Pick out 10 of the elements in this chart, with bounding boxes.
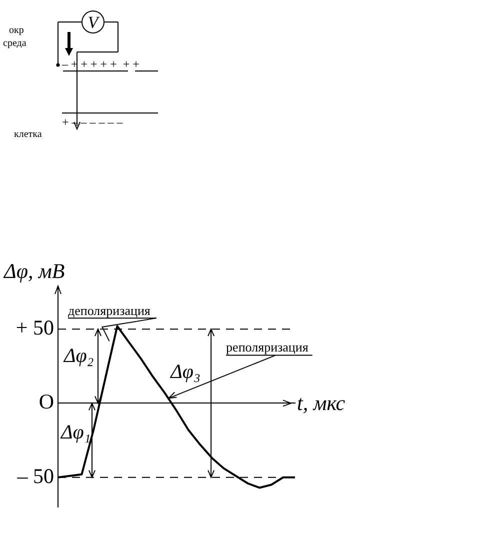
y-tick-label: + 50 <box>16 316 54 340</box>
annotation: Δφ₃ <box>170 361 200 384</box>
x-axis-title: t, мкс <box>297 391 346 416</box>
y-tick-label: – 50 <box>16 464 54 488</box>
annotation: реполяризация <box>226 339 308 354</box>
annotation: Δφ₂ <box>63 345 94 368</box>
y-axis-title: Δφ, мВ <box>3 259 65 283</box>
annotation: Δφ₁ <box>60 421 91 444</box>
annotation: деполяризация <box>68 303 150 318</box>
y-tick-label: O <box>38 390 54 414</box>
